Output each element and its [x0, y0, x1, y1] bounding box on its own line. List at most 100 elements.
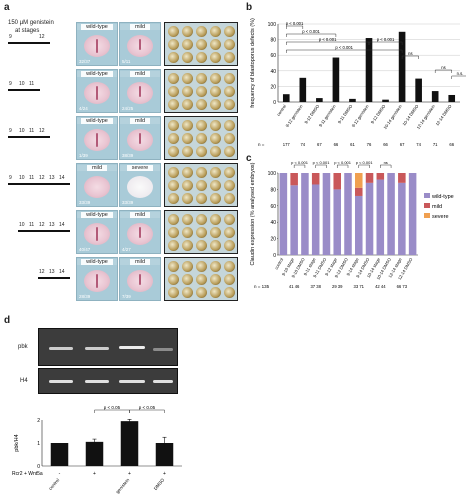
embryo-dot: [224, 167, 235, 178]
x-tick-label: 9-12 genistein: [351, 103, 371, 128]
bar: [316, 98, 323, 102]
stage-label: 9: [9, 175, 12, 181]
stage-label: 12: [39, 175, 45, 181]
bar: [349, 98, 356, 102]
embryo-tile-left: wild-type 32/37: [76, 22, 118, 66]
embryo-dot: [168, 52, 179, 63]
phenotype-label: mild: [129, 212, 151, 218]
x-tick-label: 10-14 DMSO: [401, 103, 420, 126]
embryo-dot: [182, 86, 193, 97]
stage-label: 9: [9, 34, 12, 40]
y-tick-label: 60: [270, 204, 276, 210]
embryo-dot: [210, 39, 221, 50]
embryo-dot: [196, 193, 207, 204]
phenotype-label: wild-type: [81, 118, 113, 124]
embryo-dot: [168, 133, 179, 144]
bar: [332, 57, 340, 102]
stacked-bar-segment: [355, 173, 363, 188]
bar: [398, 31, 406, 102]
n-value: 66: [383, 142, 388, 147]
phenotype-label: wild-type: [81, 259, 113, 265]
row-mark: +: [93, 471, 96, 477]
embryo-dot: [224, 26, 235, 37]
embryo-count: 4/27: [122, 247, 131, 252]
embryo-tile-left: wild-type 40/47: [76, 210, 118, 254]
row-mark: -: [59, 471, 61, 477]
n-value: 74: [416, 142, 421, 147]
embryo-dot: [168, 99, 179, 110]
y-tick-label: 40: [270, 69, 276, 75]
significance-bracket: [368, 41, 403, 45]
stacked-bar-segment: [290, 185, 298, 255]
y-tick-label: 100: [268, 171, 277, 177]
embryo-dot: [168, 180, 179, 191]
row-mark: +: [128, 471, 131, 477]
legend-swatch: [424, 203, 430, 208]
embryo-dot: [196, 99, 207, 110]
embryo-dot: [182, 146, 193, 157]
neural-groove: [139, 39, 141, 51]
embryo: [127, 82, 153, 105]
embryo-tile-right: mild 5/11: [119, 22, 161, 66]
embryo-dish: [164, 116, 238, 160]
embryo-count: 28/39: [79, 294, 91, 299]
embryo-dot: [168, 287, 179, 298]
stage-bar: [38, 277, 70, 279]
significance-label: p < 0.001: [377, 37, 395, 42]
embryo-dot: [210, 99, 221, 110]
embryo: [127, 176, 153, 199]
significance-label: p < 0.001: [313, 160, 331, 165]
panel-d-letter: d: [4, 315, 11, 326]
phenotype-label: wild-type: [81, 24, 113, 30]
embryo-dish: [164, 163, 238, 207]
bar: [282, 94, 290, 102]
significance-bracket: [434, 69, 452, 73]
panel-a-subtitle: at stages: [15, 28, 40, 34]
y-tick-label: 0: [273, 100, 276, 106]
stage-label: 11: [29, 81, 35, 87]
legend-label: severe: [432, 214, 449, 220]
embryo-dot: [210, 214, 221, 225]
phenotype-label: mild: [129, 24, 151, 30]
phenotype-label: mild: [86, 165, 108, 171]
stage-label: 14: [59, 222, 65, 228]
embryo-dot: [196, 227, 207, 238]
embryo-count: 40/47: [79, 247, 91, 252]
panel-c-letter: c: [246, 153, 252, 164]
stacked-bar-segment: [322, 173, 331, 255]
legend-label: mild: [432, 204, 442, 210]
embryo-count: 38/39: [122, 153, 134, 158]
embryo: [127, 270, 153, 293]
tile-label: mild: [120, 212, 160, 218]
significance-label: p < 0.001: [334, 160, 352, 165]
n-value: 33 71: [354, 284, 365, 289]
y-axis-label: Claudin expression (% analysed embryos): [250, 162, 256, 265]
stage-label: 9: [9, 81, 12, 87]
significance-bracket: [286, 49, 403, 53]
embryo-dot: [210, 274, 221, 285]
neural-groove: [96, 133, 98, 147]
embryo-dot: [224, 39, 235, 50]
stacked-bar-segment: [387, 173, 395, 255]
embryo-dot: [196, 120, 207, 131]
h4-gel: [38, 368, 178, 394]
embryo-dot: [196, 274, 207, 285]
embryo-tile-left: wild-type 28/39: [76, 257, 118, 301]
embryo-count: 5/11: [122, 59, 131, 64]
embryo-dot: [224, 52, 235, 63]
neural-groove: [139, 227, 141, 239]
stage-bar: [8, 89, 40, 91]
tile-label: wild-type: [77, 259, 117, 265]
embryo-dot: [210, 120, 221, 131]
embryo-dot: [196, 73, 207, 84]
embryo-tile-right: mild 7/39: [119, 257, 161, 301]
tile-label: mild: [77, 165, 117, 171]
significance-label: ns: [441, 65, 445, 70]
stacked-bar-segment: [333, 189, 341, 255]
stage-bar: [8, 42, 50, 44]
pbk-gel-label: pbk: [18, 344, 28, 350]
stage-bar: [8, 183, 70, 185]
embryo-dot: [168, 120, 179, 131]
embryo-dot: [182, 261, 193, 272]
n-value: 66 73: [397, 284, 408, 289]
